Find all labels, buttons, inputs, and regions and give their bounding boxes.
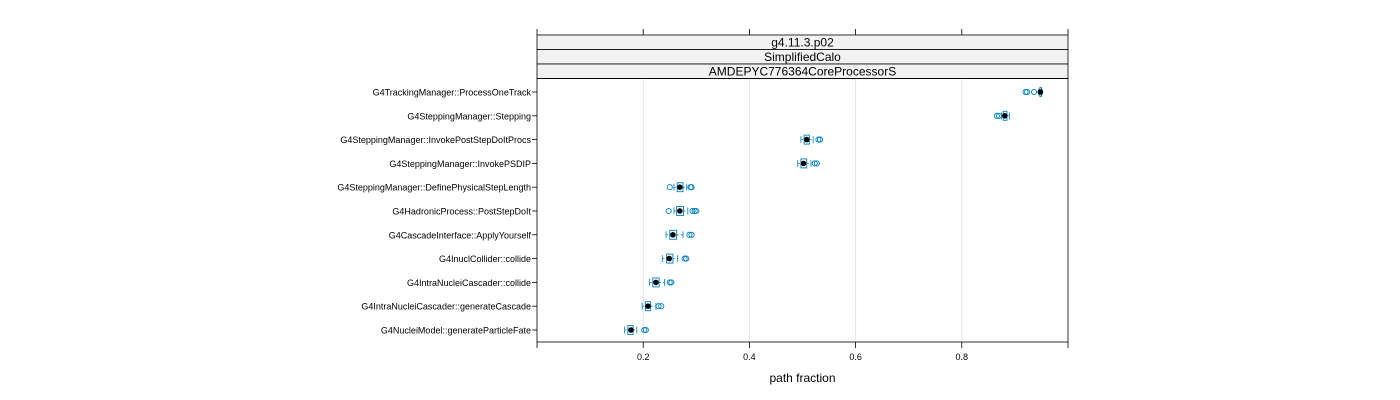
box-group: [649, 277, 675, 288]
box-group: [624, 325, 649, 335]
outlier-point: [689, 207, 696, 215]
box-group: [665, 206, 700, 216]
panel-frame: [536, 78, 1069, 343]
median-dot: [803, 136, 810, 143]
outlier-point: [658, 303, 665, 310]
box-group: [797, 158, 820, 169]
category-label: G4InuclCollider::collide: [439, 254, 531, 264]
box-group: [665, 229, 695, 240]
box-group: [993, 110, 1010, 121]
box-group: [800, 134, 824, 145]
median-dot: [677, 184, 683, 190]
category-label: G4SteppingManager::Stepping: [407, 111, 531, 121]
outlier-point: [1030, 88, 1038, 96]
outlier-point: [686, 231, 693, 238]
median-dot: [1037, 89, 1044, 95]
category-label: G4IntraNucleiCascader::collide: [407, 278, 531, 288]
category-label: G4NucleiModel::generateParticleFate: [381, 326, 531, 336]
outlier-point: [816, 136, 824, 143]
outlier-point: [665, 207, 672, 215]
box-group: [666, 182, 695, 193]
median-dot: [628, 327, 634, 333]
x-tick-label: 0.6: [849, 352, 862, 362]
category-label: G4IntraNucleiCascader::generateCascade: [361, 302, 531, 312]
outlier-point: [813, 160, 820, 167]
outlier-point: [993, 112, 1000, 119]
outlier-point: [811, 160, 818, 167]
category-label: G4TrackingManager::ProcessOneTrack: [373, 88, 532, 98]
strip-label: SimplifiedCalo: [764, 50, 841, 64]
strip-label: g4.11.3.p02: [771, 35, 834, 49]
outlier-point: [655, 303, 662, 310]
outlier-point: [642, 326, 649, 334]
box-group: [641, 301, 665, 312]
outlier-point: [666, 184, 673, 191]
category-label: G4SteppingManager::InvokePostStepDoItPro…: [340, 135, 531, 145]
box-group: [1022, 87, 1044, 97]
x-tick-label: 0.8: [956, 352, 969, 362]
x-tick-label: 0.4: [743, 352, 756, 362]
category-label: G4SteppingManager::DefinePhysicalStepLen…: [337, 183, 531, 193]
median-dot: [800, 160, 807, 167]
median-dot: [645, 303, 651, 310]
median-dot: [666, 255, 673, 262]
median-dot: [670, 232, 676, 238]
category-label: G4SteppingManager::InvokePSDIP: [389, 159, 531, 169]
box-group: [661, 253, 690, 264]
outlier-point: [693, 207, 700, 215]
outlier-point: [683, 255, 690, 262]
x-axis-title: path fraction: [769, 371, 835, 385]
x-tick-label: 0.2: [637, 352, 650, 362]
category-label: G4CascadeInterface::ApplyYourself: [389, 230, 532, 240]
category-label: G4HadronicProcess::PostStepDoIt: [392, 207, 531, 217]
outlier-point: [688, 184, 695, 191]
outlier-point: [1024, 88, 1031, 96]
strip-label: AMDEPYC776364CoreProcessorS: [709, 64, 896, 78]
median-dot: [1002, 113, 1008, 119]
median-dot: [653, 279, 659, 286]
outlier-point: [668, 279, 675, 286]
outlier-point: [995, 112, 1003, 119]
median-dot: [677, 208, 683, 214]
outlier-point: [688, 231, 695, 238]
